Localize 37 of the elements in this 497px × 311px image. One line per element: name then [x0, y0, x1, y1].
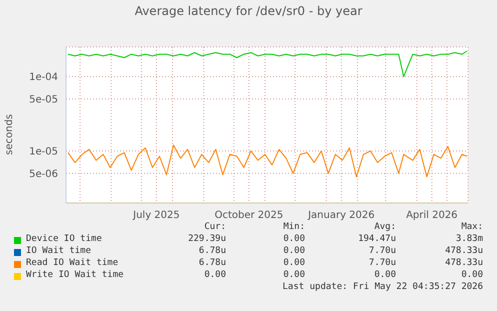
- y-tick-label: 5e-06: [29, 168, 58, 180]
- x-tick-label: July 2025: [132, 210, 180, 222]
- legend-label: Write IO Wait time: [26, 270, 124, 280]
- text: 0.00: [283, 246, 305, 256]
- legend-label: Read IO Wait time: [26, 258, 118, 268]
- text: Cur:: [204, 222, 226, 232]
- text: 0.00: [461, 270, 483, 280]
- text: 478.33u: [445, 258, 483, 268]
- text: 0.00: [204, 270, 226, 280]
- text: 0.00: [283, 234, 305, 244]
- text: 194.47u: [358, 234, 396, 244]
- legend-label: IO Wait time: [26, 246, 92, 256]
- line-series: [68, 50, 468, 78]
- text: 0.00: [374, 270, 396, 280]
- text: 0.00: [283, 270, 305, 280]
- y-tick-label: 1e-04: [29, 72, 58, 84]
- chart-title: Average latency for /dev/sr0 - by year: [134, 4, 364, 18]
- text: Avg:: [374, 222, 396, 232]
- y-axis-title: seconds: [4, 114, 15, 155]
- line-series: [68, 144, 468, 178]
- legend-label: Device IO time: [26, 234, 102, 244]
- text: 7.70u: [368, 258, 396, 268]
- y-tick-label: 5e-05: [29, 94, 58, 106]
- x-tick-label: April 2026: [406, 210, 458, 222]
- text: 0.00: [283, 258, 305, 268]
- text: 3.83m: [456, 234, 483, 244]
- text: 6.78u: [198, 246, 226, 256]
- text: Last update: Fri May 22 04:35:27 2026: [282, 282, 483, 292]
- text: 6.78u: [198, 258, 226, 268]
- text: Max:: [461, 222, 483, 232]
- text: 229.39u: [188, 234, 226, 244]
- text: Min:: [283, 222, 305, 232]
- text: 478.33u: [445, 246, 483, 256]
- x-tick-label: January 2026: [307, 210, 375, 222]
- text: 7.70u: [368, 246, 396, 256]
- y-tick-label: 1e-05: [29, 146, 58, 158]
- x-tick-label: October 2025: [214, 210, 284, 222]
